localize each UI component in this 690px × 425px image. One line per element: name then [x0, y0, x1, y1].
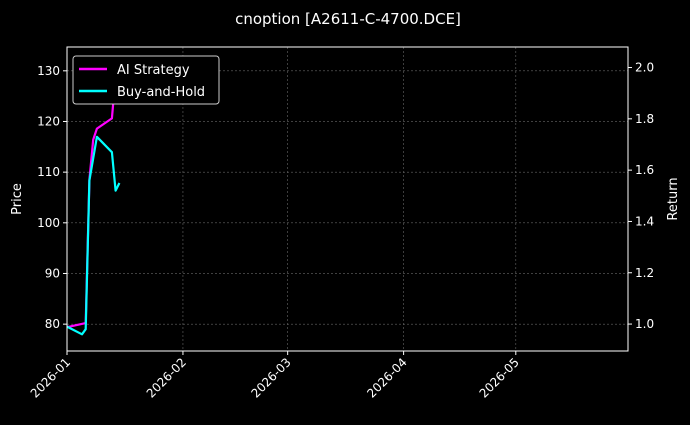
chart-title: cnoption [A2611-C-4700.DCE] — [235, 10, 461, 28]
legend-label-buy-and-hold: Buy-and-Hold — [117, 85, 205, 100]
x-tick-label: 2026-01 — [28, 355, 73, 400]
x-tick-label: 2026-03 — [248, 355, 293, 400]
y-axis: 80 90 100 110 120 130 — [37, 64, 67, 331]
y2-axis: 1.0 1.2 1.4 1.6 1.8 2.0 — [628, 61, 654, 332]
x-tick-label: 2026-04 — [364, 355, 409, 400]
y-tick-label: 80 — [45, 317, 60, 331]
y-tick-label: 120 — [37, 114, 60, 128]
legend: AI Strategy Buy-and-Hold — [73, 56, 219, 104]
y-tick-label: 130 — [37, 64, 60, 78]
series-line-ai-strategy — [67, 76, 116, 327]
y2-axis-label: Return — [666, 177, 681, 220]
y-tick-label: 90 — [45, 266, 60, 280]
y2-tick-label: 1.0 — [635, 317, 654, 331]
y2-tick-label: 1.4 — [635, 214, 654, 228]
x-axis: 2026-01 2026-02 2026-03 2026-04 2026-05 — [28, 351, 522, 401]
y2-tick-label: 1.8 — [635, 112, 654, 126]
y-tick-label: 110 — [37, 165, 60, 179]
series-line-buy-and-hold — [67, 137, 119, 334]
series-lines — [67, 76, 120, 335]
y-axis-label: Price — [10, 183, 25, 215]
legend-label-ai-strategy: AI Strategy — [117, 63, 190, 78]
y2-tick-label: 1.2 — [635, 266, 654, 280]
y2-tick-label: 2.0 — [635, 61, 654, 75]
x-tick-label: 2026-02 — [144, 355, 189, 400]
y2-tick-label: 1.6 — [635, 163, 654, 177]
y-tick-label: 100 — [37, 216, 60, 230]
x-tick-label: 2026-05 — [477, 355, 522, 400]
